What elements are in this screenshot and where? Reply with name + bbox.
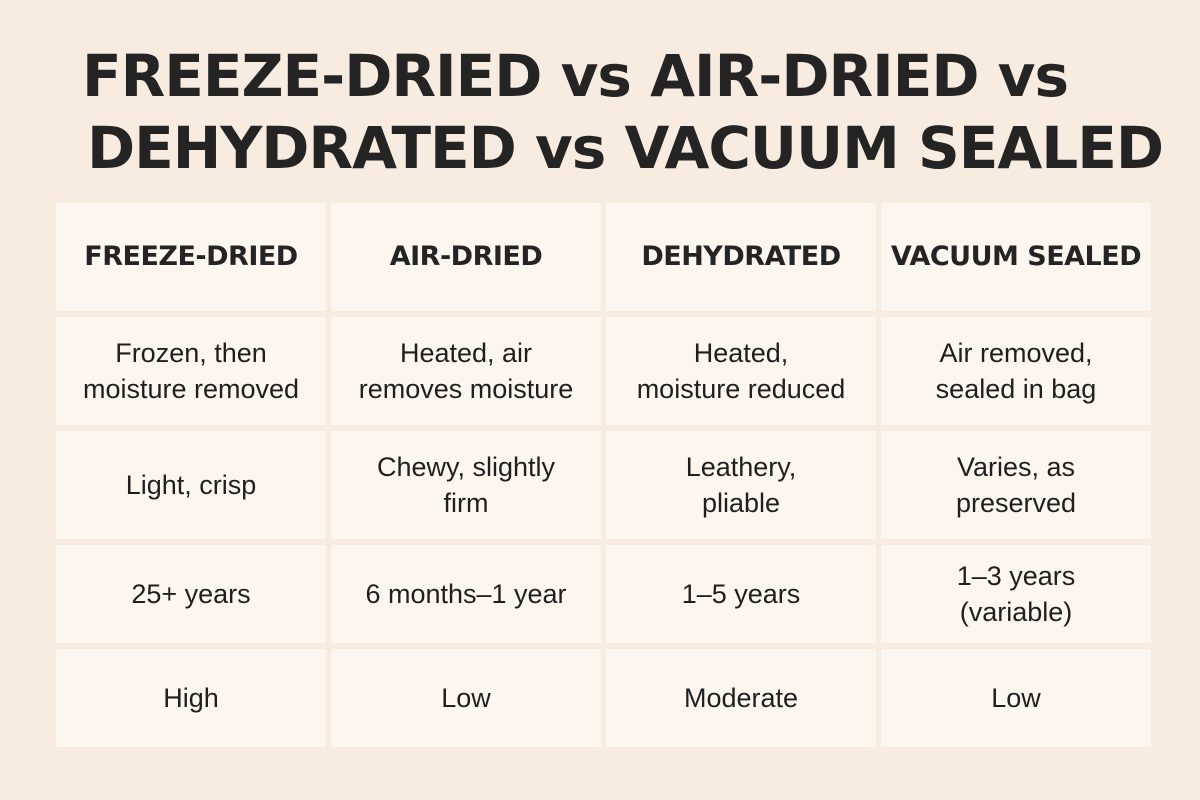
title-line-1: FREEZE-DRIED vs AIR-DRIED vs (81, 42, 1069, 110)
comparison-table: FREEZE-DRIED AIR-DRIED DEHYDRATED VACUUM… (56, 203, 1151, 747)
table-cell-texture: Chewy, slightly firm (331, 431, 601, 539)
title-line-2: DEHYDRATED vs VACUUM SEALED (86, 114, 1164, 182)
column-header-freeze-dried: FREEZE-DRIED (56, 203, 326, 311)
cell-text: Heated, air removes moisture (358, 338, 574, 404)
header-label: VACUUM SEALED (890, 241, 1142, 272)
cell-text: Low (991, 683, 1041, 713)
column-header-air-dried: AIR-DRIED (331, 203, 601, 311)
cell-text: Moderate (683, 683, 799, 713)
table-cell-rating: Low (881, 649, 1151, 747)
table-cell-process: Heated, moisture reduced (606, 317, 876, 425)
table-cell-texture: Light, crisp (56, 431, 326, 539)
cell-text: 25+ years (131, 579, 251, 609)
cell-text: High (163, 683, 219, 713)
table-cell-texture: Leathery, pliable (606, 431, 876, 539)
table-cell-rating: Low (331, 649, 601, 747)
cell-text: Frozen, then moisture removed (82, 338, 300, 404)
table-cell-texture: Varies, as preserved (881, 431, 1151, 539)
table-cell-shelf-life: 1–3 years (variable) (881, 545, 1151, 643)
cell-text: Light, crisp (125, 470, 257, 500)
table-cell-process: Heated, air removes moisture (331, 317, 601, 425)
cell-text: Low (441, 683, 491, 713)
table-cell-shelf-life: 1–5 years (606, 545, 876, 643)
cell-text: 1–3 years (variable) (956, 561, 1076, 627)
column-header-dehydrated: DEHYDRATED (606, 203, 876, 311)
table-cell-rating: High (56, 649, 326, 747)
table-cell-shelf-life: 6 months–1 year (331, 545, 601, 643)
column-header-vacuum-sealed: VACUUM SEALED (881, 203, 1151, 311)
table-cell-rating: Moderate (606, 649, 876, 747)
page-title: FREEZE-DRIED vs AIR-DRIED vs DEHYDRATED … (0, 40, 1200, 184)
header-label: DEHYDRATED (641, 241, 841, 272)
cell-text: Air removed, sealed in bag (935, 338, 1097, 404)
cell-text: Leathery, pliable (685, 452, 797, 518)
header-label: FREEZE-DRIED (84, 241, 298, 272)
table-cell-process: Air removed, sealed in bag (881, 317, 1151, 425)
cell-text: 1–5 years (681, 579, 801, 609)
cell-text: Varies, as preserved (955, 452, 1077, 518)
table-cell-process: Frozen, then moisture removed (56, 317, 326, 425)
header-label: AIR-DRIED (389, 241, 543, 272)
cell-text: Chewy, slightly firm (376, 452, 556, 518)
cell-text: Heated, moisture reduced (636, 338, 846, 404)
table-cell-shelf-life: 25+ years (56, 545, 326, 643)
cell-text: 6 months–1 year (365, 579, 567, 609)
